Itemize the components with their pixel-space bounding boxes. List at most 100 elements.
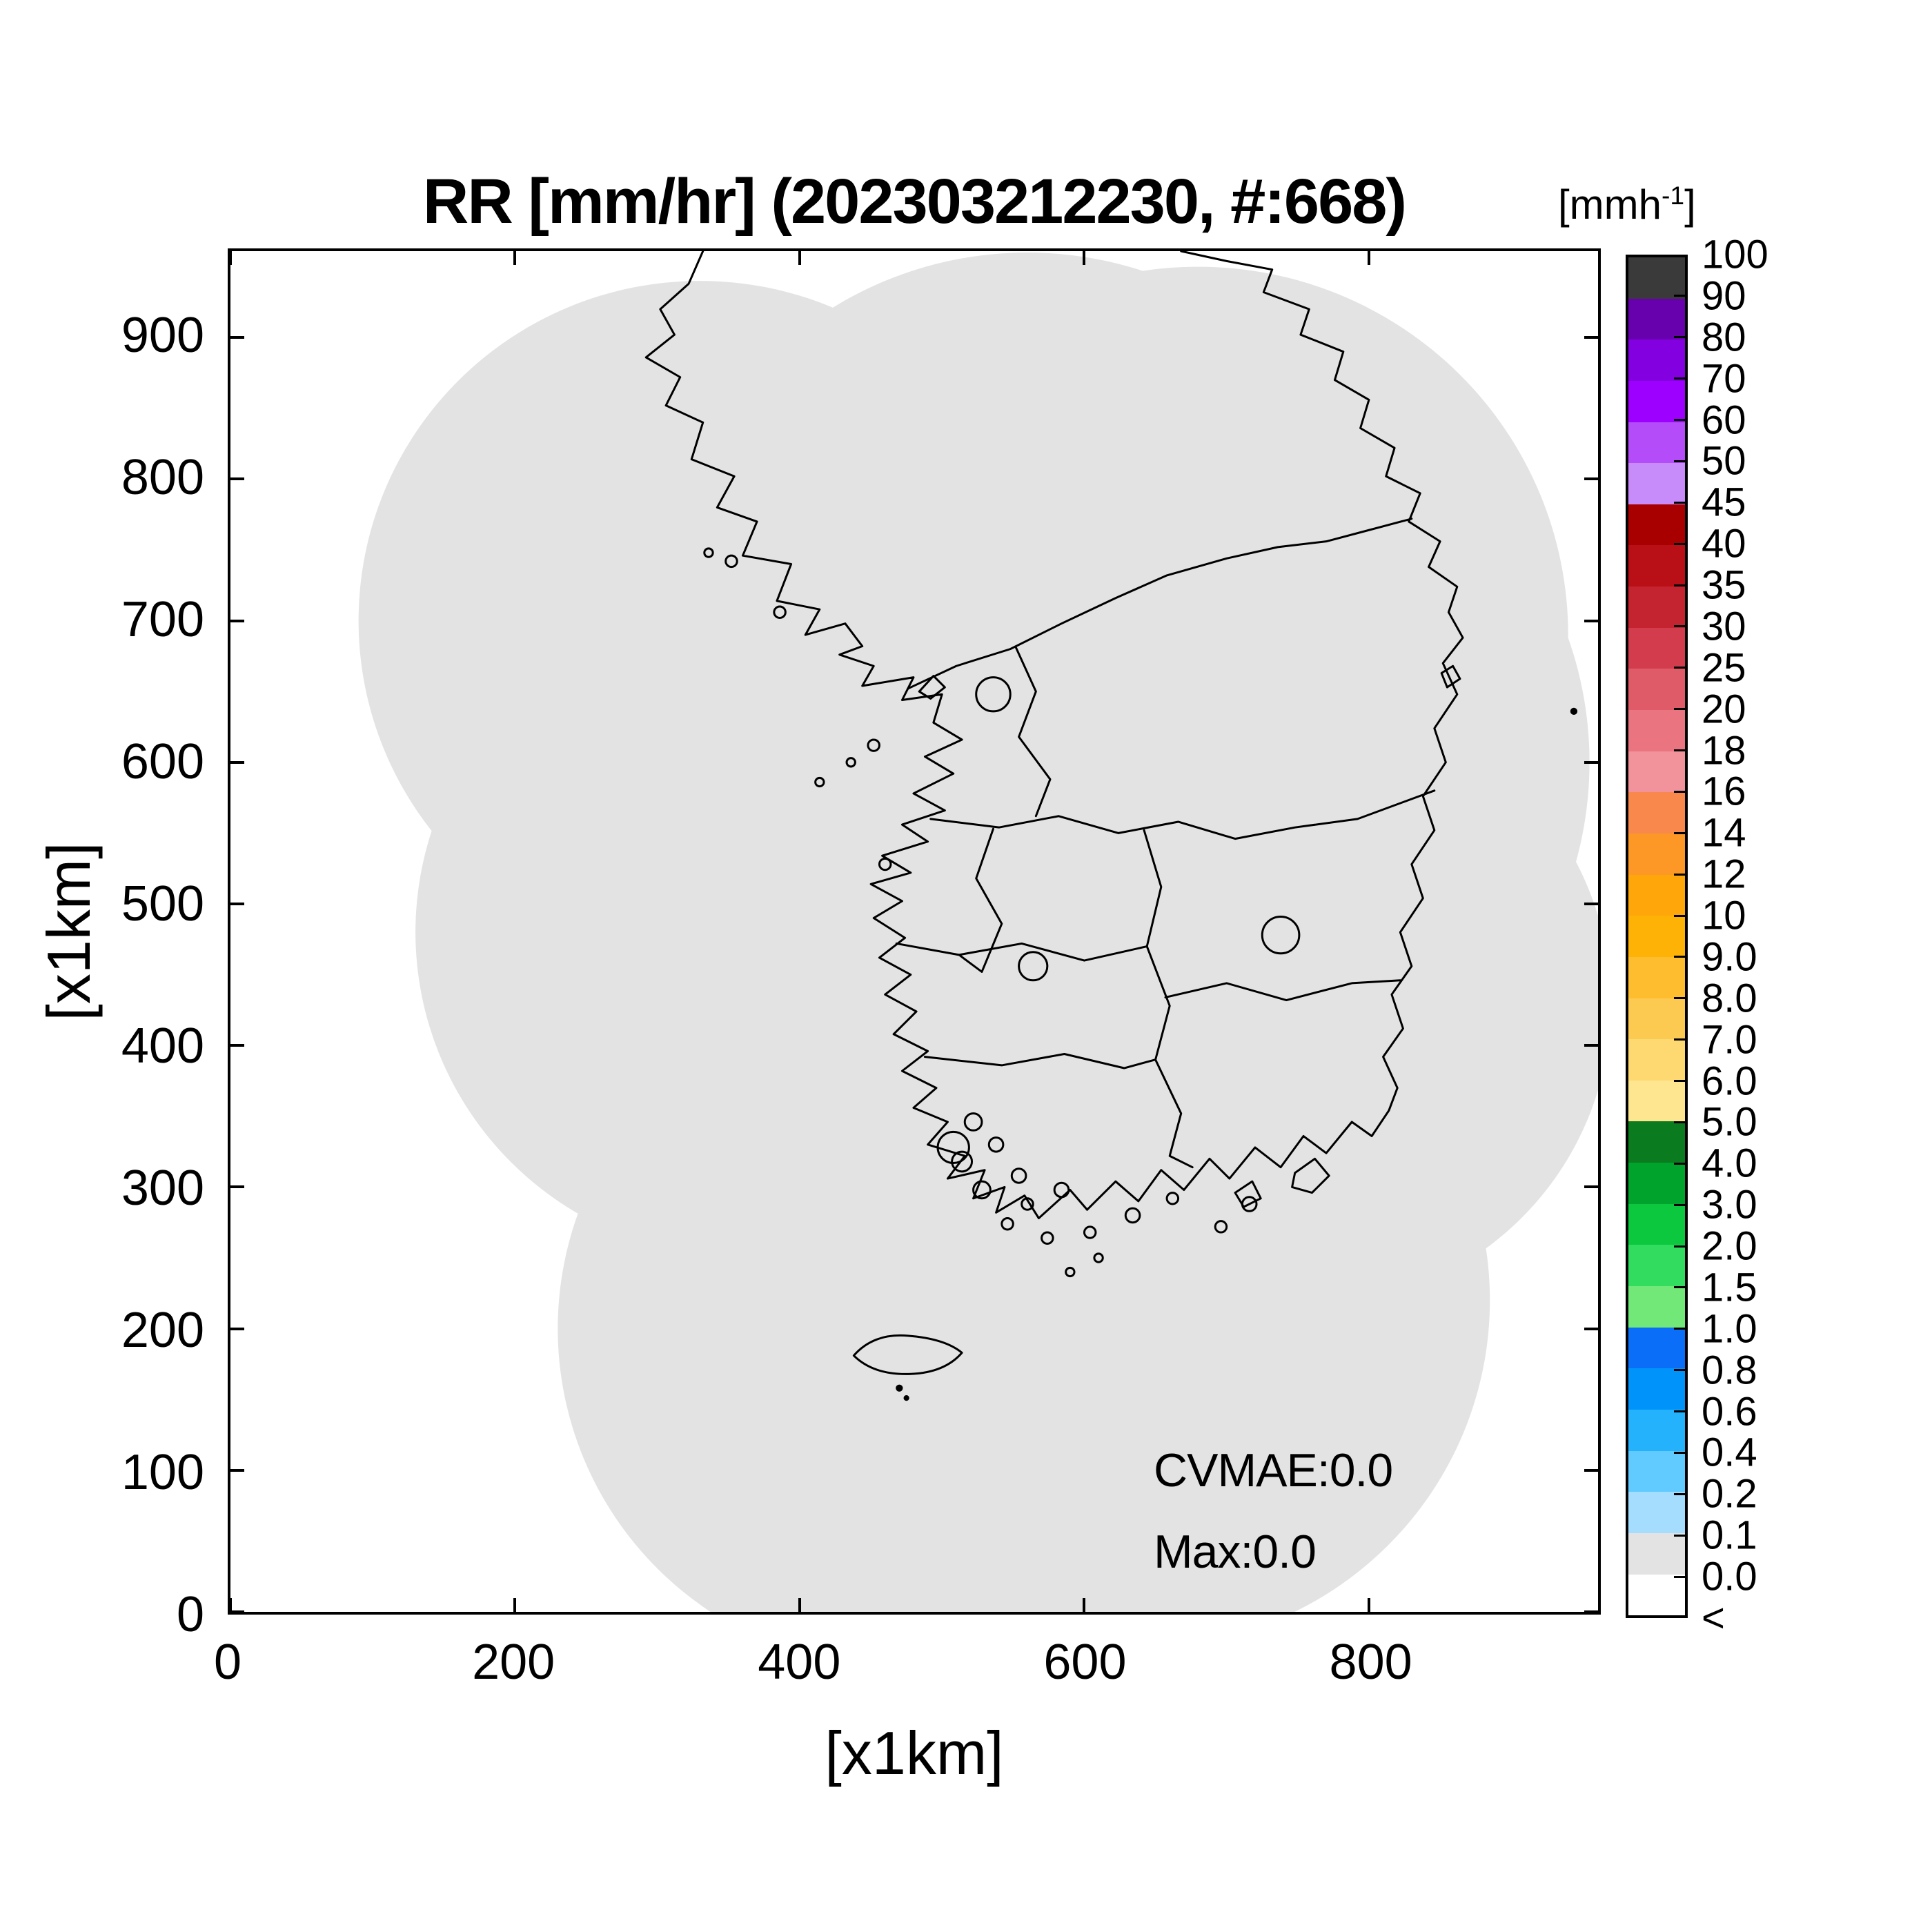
colorbar-tick-label: 35 bbox=[1702, 562, 1746, 608]
colorbar-tick-label: 9.0 bbox=[1702, 934, 1757, 980]
colorbar-segment bbox=[1628, 545, 1685, 587]
colorbar bbox=[1626, 255, 1688, 1618]
colorbar-tick-mark bbox=[1674, 1245, 1685, 1248]
y-tick-mark bbox=[230, 477, 244, 481]
colorbar-tick-label: 2.0 bbox=[1702, 1223, 1757, 1269]
colorbar-tick-mark bbox=[1674, 460, 1685, 462]
island-outline bbox=[1292, 1159, 1330, 1192]
colorbar-tick-mark bbox=[1674, 1162, 1685, 1165]
colorbar-tick-mark bbox=[1674, 377, 1685, 380]
colorbar-tick-label: 90 bbox=[1702, 273, 1746, 319]
colorbar-tick-mark bbox=[1674, 831, 1685, 834]
colorbar-tick-mark bbox=[1674, 419, 1685, 421]
colorbar-segment bbox=[1628, 1574, 1685, 1616]
colorbar-tick-label: 1.5 bbox=[1702, 1265, 1757, 1310]
small-island-outline bbox=[1094, 1254, 1103, 1262]
colorbar-segment bbox=[1628, 1368, 1685, 1410]
colorbar-tick-label: 4.0 bbox=[1702, 1141, 1757, 1186]
x-tick-mark bbox=[1083, 1598, 1086, 1612]
colorbar-tick-mark bbox=[1674, 1534, 1685, 1537]
small-island-outline bbox=[952, 1152, 972, 1172]
y-tick-label: 500 bbox=[121, 876, 204, 931]
small-island-outline bbox=[816, 778, 824, 786]
y-tick-label: 800 bbox=[121, 449, 204, 505]
colorbar-tick-label: 70 bbox=[1702, 356, 1746, 402]
islet-dot bbox=[903, 1395, 909, 1401]
map-plot-area bbox=[228, 248, 1601, 1615]
colorbar-tick-mark bbox=[1674, 790, 1685, 793]
island-outline bbox=[919, 676, 945, 699]
colorbar-segment bbox=[1628, 916, 1685, 957]
small-island-outline bbox=[868, 740, 879, 751]
city-boundary-ring bbox=[976, 678, 1010, 711]
x-tick-label: 400 bbox=[758, 1635, 841, 1690]
colorbar-segment bbox=[1628, 1450, 1685, 1492]
colorbar-tick-mark bbox=[1674, 997, 1685, 1000]
small-island-outline bbox=[726, 555, 737, 566]
colorbar-segment bbox=[1628, 463, 1685, 504]
colorbar-tick-mark bbox=[1674, 1369, 1685, 1372]
province-border-path bbox=[931, 791, 1435, 839]
small-island-outline bbox=[1084, 1227, 1095, 1238]
korea-radar-coverage-map bbox=[358, 251, 1598, 1612]
y-tick-mark-right bbox=[1584, 1185, 1598, 1189]
y-tick-mark bbox=[230, 1610, 244, 1613]
province-border-path bbox=[925, 1054, 1155, 1069]
province-border-path bbox=[896, 943, 1147, 960]
city-boundary-ring bbox=[1019, 952, 1047, 980]
colorbar-tick-mark bbox=[1674, 625, 1685, 628]
y-tick-mark-right bbox=[1584, 619, 1598, 622]
province-border-path bbox=[1144, 830, 1192, 1167]
colorbar-tick-mark bbox=[1674, 584, 1685, 586]
y-tick-label: 300 bbox=[121, 1160, 204, 1216]
colorbar-tick-label: 14 bbox=[1702, 810, 1746, 856]
colorbar-tick-label: 0.0 bbox=[1702, 1554, 1757, 1599]
colorbar-segment bbox=[1628, 956, 1685, 998]
colorbar-tick-mark bbox=[1674, 708, 1685, 711]
colorbar-tick-mark bbox=[1674, 914, 1685, 917]
small-island-outline bbox=[1022, 1199, 1033, 1210]
colorbar-tick-label: 12 bbox=[1702, 851, 1746, 897]
y-tick-mark-right bbox=[1584, 477, 1598, 481]
colorbar-segment bbox=[1628, 874, 1685, 916]
colorbar-bottom-label: < bbox=[1702, 1595, 1725, 1641]
city-boundary-ring bbox=[1262, 916, 1299, 953]
y-tick-mark bbox=[230, 1044, 244, 1047]
colorbar-tick-mark bbox=[1674, 1080, 1685, 1083]
colorbar-tick-label: 18 bbox=[1702, 728, 1746, 773]
y-tick-mark bbox=[230, 1185, 244, 1189]
x-tick-mark bbox=[1367, 1598, 1370, 1612]
colorbar-tick-mark bbox=[1674, 956, 1685, 958]
colorbar-tick-label: 6.0 bbox=[1702, 1058, 1757, 1104]
islet-dot bbox=[896, 1384, 903, 1392]
small-island-outline bbox=[774, 607, 785, 618]
island-outline bbox=[854, 1335, 962, 1374]
colorbar-segment bbox=[1628, 669, 1685, 711]
cvmae-annotation: CVMAE:0.0 bbox=[1154, 1444, 1393, 1497]
max-annotation: Max:0.0 bbox=[1154, 1526, 1317, 1578]
y-tick-label: 200 bbox=[121, 1302, 204, 1358]
colorbar-tick-label: 1.0 bbox=[1702, 1306, 1757, 1352]
x-tick-label: 200 bbox=[472, 1635, 555, 1690]
colorbar-segment bbox=[1628, 710, 1685, 751]
colorbar-segment bbox=[1628, 1532, 1685, 1575]
x-tick-mark-top bbox=[1083, 251, 1086, 265]
radar-range-circle bbox=[792, 953, 1490, 1612]
colorbar-tick-label: 30 bbox=[1702, 604, 1746, 649]
province-border-path bbox=[1165, 980, 1400, 1000]
colorbar-segment bbox=[1628, 1245, 1685, 1287]
x-tick-mark-top bbox=[1367, 251, 1370, 265]
colorbar-tick-mark bbox=[1674, 501, 1685, 504]
colorbar-tick-mark bbox=[1674, 1451, 1685, 1454]
small-island-outline bbox=[1066, 1268, 1074, 1276]
colorbar-unit-open: [mmh bbox=[1558, 181, 1662, 228]
y-tick-mark-right bbox=[1584, 1327, 1598, 1330]
colorbar-tick-mark bbox=[1674, 749, 1685, 752]
small-island-outline bbox=[1242, 1197, 1256, 1212]
y-tick-mark-right bbox=[1584, 1044, 1598, 1047]
colorbar-tick-label: 0.8 bbox=[1702, 1348, 1757, 1393]
colorbar-segment bbox=[1628, 1080, 1685, 1122]
y-tick-mark-right bbox=[1584, 1610, 1598, 1613]
colorbar-tick-mark bbox=[1674, 1038, 1685, 1041]
colorbar-segment bbox=[1628, 1121, 1685, 1163]
